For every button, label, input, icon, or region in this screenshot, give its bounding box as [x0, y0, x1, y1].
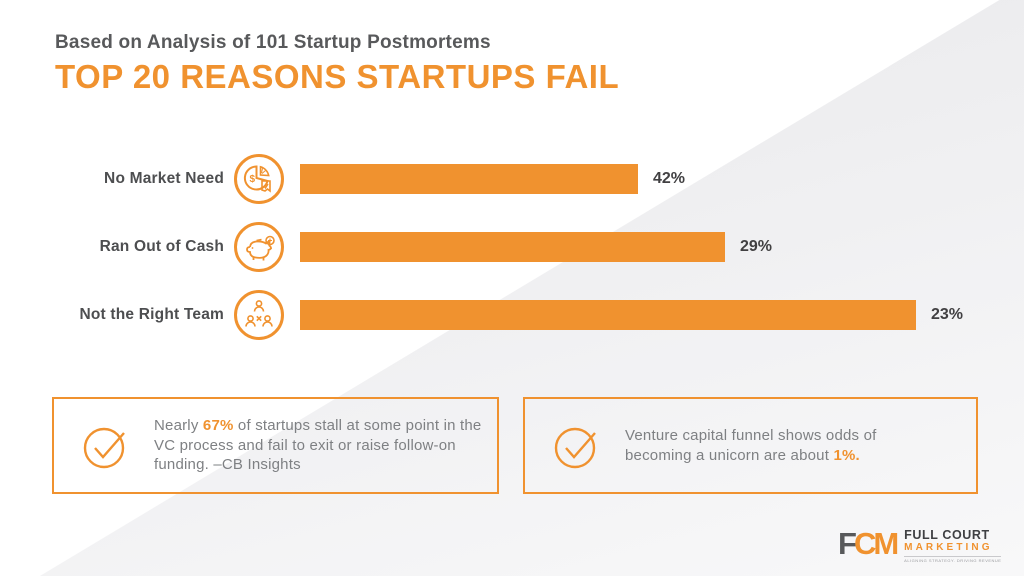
bar-label: No Market Need	[104, 170, 224, 187]
bar-value: 29%	[740, 238, 773, 255]
svg-text:$: $	[250, 174, 256, 185]
bar-label: Ran Out of Cash	[99, 238, 224, 255]
logo-line-full-court: FULL COURT	[904, 528, 990, 542]
callout-text-prefix: Venture capital funnel shows odds of bec…	[625, 426, 877, 464]
check-circle-icon	[551, 420, 603, 472]
bar-value: 23%	[931, 306, 964, 323]
logo-tagline: ALIGNING STRATEGY. DRIVING REVENUE	[904, 556, 1002, 563]
bar-no-market-need	[300, 164, 638, 194]
callout-cb-insights: Nearly 67% of startups stall at some poi…	[52, 397, 499, 494]
callout-text-suffix: of startups stall at some point in the V…	[154, 416, 482, 474]
piggy-bank-icon	[233, 221, 285, 273]
bar-value: 42%	[653, 170, 686, 187]
bar-row-no-market-need: No Market Need $ 42%	[40, 153, 685, 205]
bar-not-the-right-team	[300, 300, 916, 330]
callout-text: Nearly 67% of startups stall at some poi…	[154, 416, 484, 475]
bar-label: Not the Right Team	[79, 306, 224, 323]
callout-text-prefix: Nearly	[154, 416, 203, 434]
market-pie-dollar-icon: $	[233, 153, 285, 205]
bar-ran-out-of-cash	[300, 232, 725, 262]
logo-text: FULL COURT MARKETING ALIGNING STRATEGY. …	[904, 527, 1002, 563]
full-court-marketing-logo: FCM FULL COURT MARKETING ALIGNING STRATE…	[838, 526, 1002, 563]
logo-letter-f: F	[838, 526, 857, 561]
callout-text: Venture capital funnel shows odds of bec…	[625, 426, 945, 466]
callout-unicorn-odds: Venture capital funnel shows odds of bec…	[523, 397, 978, 494]
chart-title: TOP 20 REASONS STARTUPS FAIL	[55, 58, 620, 95]
callout-highlight: 1%.	[833, 446, 860, 464]
wrong-team-icon	[233, 289, 285, 341]
chart-subtitle: Based on Analysis of 101 Startup Postmor…	[55, 32, 491, 53]
logo-line-marketing: MARKETING	[904, 542, 993, 553]
check-circle-icon	[80, 420, 132, 472]
callout-highlight: 67%	[202, 416, 234, 434]
fcm-logo-mark: FCM	[838, 526, 899, 561]
logo-letters-cm: CM	[853, 526, 899, 561]
bar-row-ran-out-of-cash: Ran Out of Cash 29%	[40, 221, 772, 273]
bar-row-not-the-right-team: Not the Right Team 23%	[40, 289, 963, 341]
header: Based on Analysis of 101 Startup Postmor…	[55, 32, 619, 96]
